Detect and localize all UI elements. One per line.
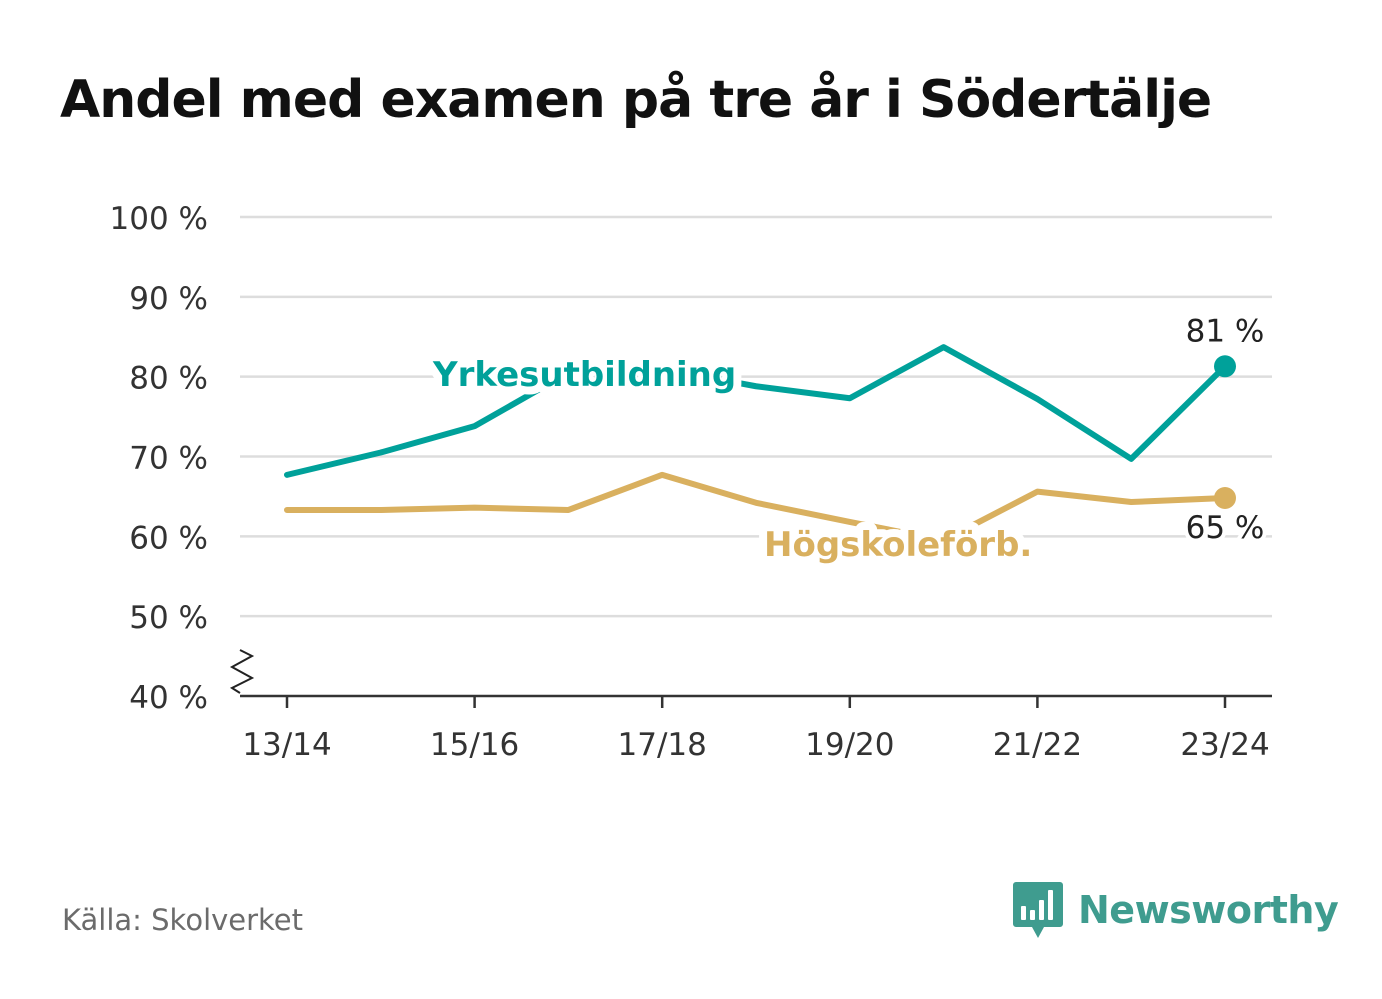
x-tick-label: 15/16 bbox=[430, 727, 519, 763]
y-tick-label: 50 % bbox=[129, 600, 208, 636]
x-tick-label: 13/14 bbox=[242, 727, 331, 763]
brand-name: Newsworthy bbox=[1078, 888, 1339, 932]
series-name-label-2: Högskoleförb. bbox=[764, 525, 1032, 565]
y-tick-label: 70 % bbox=[129, 441, 208, 477]
end-value-label-2: 65 % bbox=[1186, 510, 1265, 546]
chart-title: Andel med examen på tre år i Södertälje bbox=[60, 70, 1212, 130]
end-value-label-1: 81 % bbox=[1186, 313, 1265, 349]
series-end-dot-2 bbox=[1214, 487, 1236, 510]
newsworthy-logo-icon bbox=[1013, 882, 1063, 938]
x-tick-label: 17/18 bbox=[618, 727, 707, 763]
y-tick-label: 100 % bbox=[110, 201, 208, 237]
axes: 40 % 50 % 60 % 70 % 80 % 90 % 100 % 13/14 15/16 1… bbox=[110, 201, 1272, 763]
source-note: Källa: Skolverket bbox=[62, 903, 304, 937]
series-line-1 bbox=[284, 344, 1228, 478]
y-tick-label: 80 % bbox=[129, 361, 208, 397]
y-tick-label: 90 % bbox=[129, 281, 208, 317]
axis-break-mark bbox=[229, 649, 255, 694]
series-lines bbox=[284, 344, 1236, 544]
series-end-dot-1 bbox=[1214, 355, 1236, 378]
x-tick-label: 21/22 bbox=[993, 727, 1082, 763]
chart-labels: Yrkesutbildning Högskoleförb. 81 % 65 % bbox=[424, 309, 1268, 573]
series-line-2 bbox=[284, 471, 1228, 544]
series-name-label-1: Yrkesutbildning bbox=[432, 355, 736, 395]
x-tick-label: 19/20 bbox=[805, 727, 894, 763]
grid-lines bbox=[240, 215, 1272, 618]
brand-logo: Newsworthy bbox=[1012, 880, 1339, 940]
y-tick-label: 40 % bbox=[129, 680, 208, 716]
x-tick-label: 23/24 bbox=[1180, 727, 1269, 763]
y-tick-label: 60 % bbox=[129, 520, 208, 556]
